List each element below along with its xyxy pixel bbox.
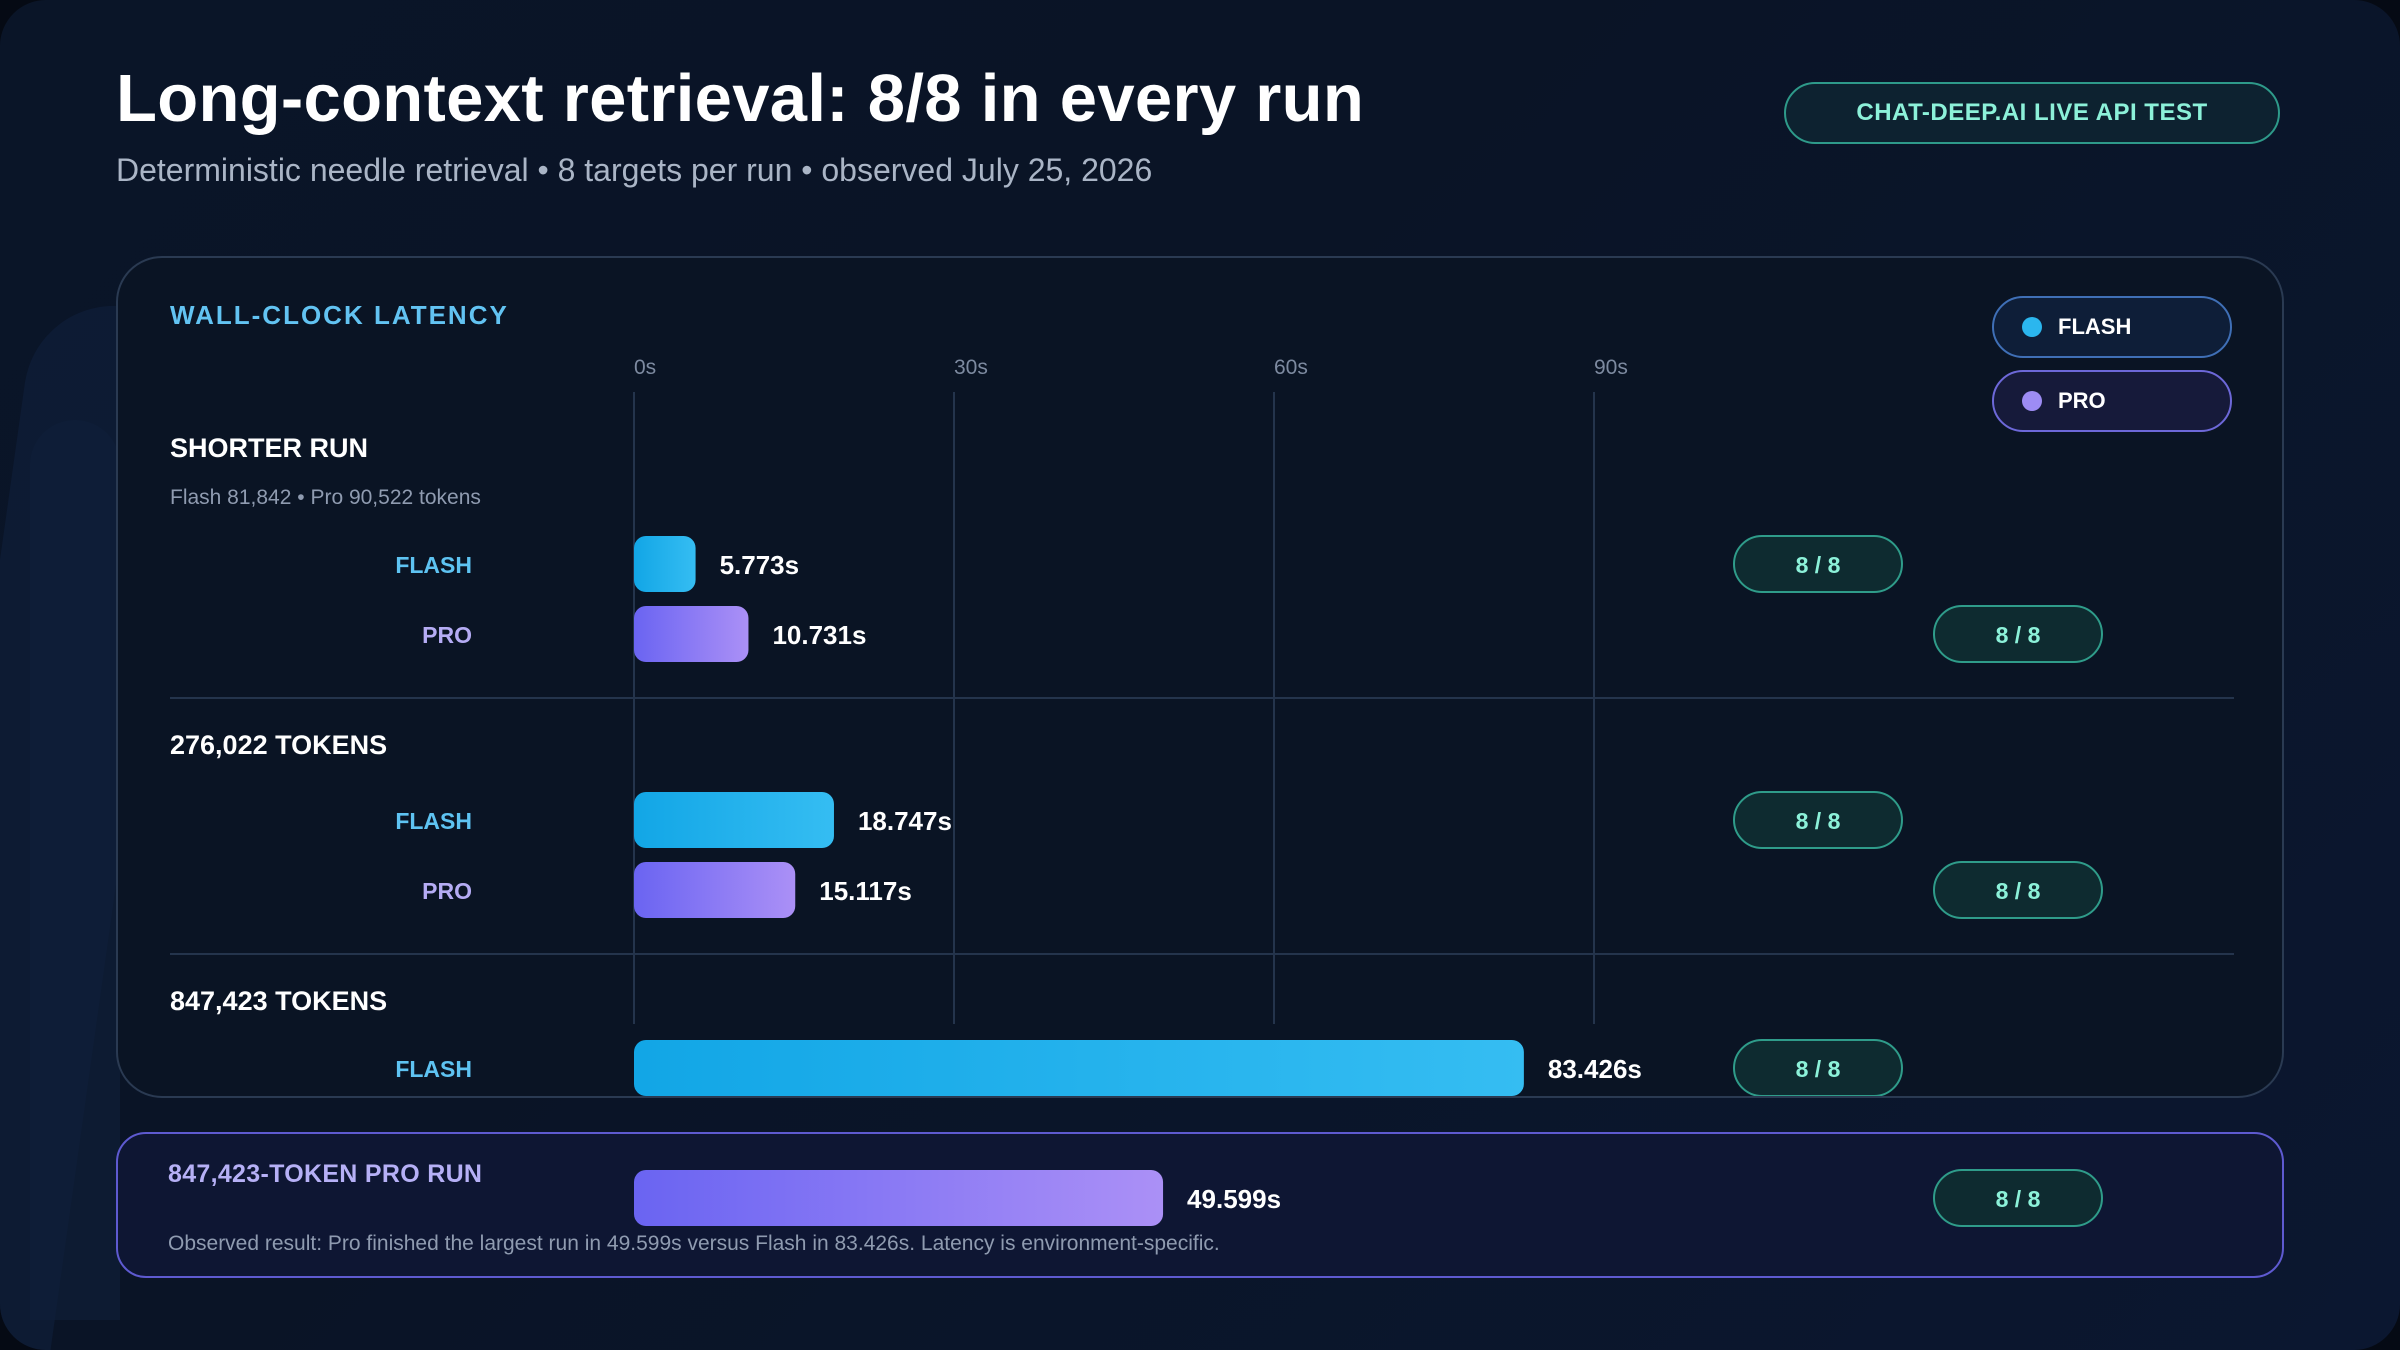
latency-panel: 0s 30s 60s 90s SHORTER RUN Flash 81,842 • Pro… <box>116 256 2284 1098</box>
page-subtitle: Deterministic needle retrieval • 8 targe… <box>116 152 1153 188</box>
flash-bar <box>634 1040 1524 1096</box>
section-label: WALL-CLOCK LATENCY <box>170 300 509 330</box>
score-pill <box>1933 861 2103 919</box>
bar-value-label: 18.747s <box>858 806 952 836</box>
bar-series-label: PRO <box>422 878 472 904</box>
score-pill <box>1933 605 2103 663</box>
x-tick-label: 60s <box>1274 356 1308 379</box>
group-label: 276,022 TOKENS <box>170 730 387 760</box>
legend-flash-label: FLASH <box>2058 314 2132 339</box>
bar-value-label: 83.426s <box>1548 1054 1642 1084</box>
bar-value-label: 49.599s <box>1187 1184 1281 1214</box>
summary-panel: 49.599s 8 / 8 847,423-TOKEN PRO RUN Obser… <box>116 1132 2284 1278</box>
x-tick-label: 30s <box>954 356 988 379</box>
summary-chart: 49.599s 8 / 8 <box>634 1169 2103 1227</box>
score-pill-label: 8 / 8 <box>1796 808 1841 834</box>
pro-bar <box>634 1170 1164 1226</box>
background-silhouette-inner <box>30 420 120 1320</box>
summary-title: 847,423-TOKEN PRO RUN <box>168 1160 483 1188</box>
pro-bar <box>634 862 796 918</box>
flash-dot-icon <box>2022 317 2042 337</box>
pro-dot-icon <box>2022 391 2042 411</box>
flash-bar <box>634 536 696 592</box>
bar-series-label: FLASH <box>395 1056 472 1082</box>
x-tick-label: 0s <box>634 356 656 379</box>
bar-value-label: 5.773s <box>720 550 800 580</box>
group-sublabel: Flash 81,842 • Pro 90,522 tokens <box>170 486 481 509</box>
bar-series-label: FLASH <box>395 552 472 578</box>
score-pill-label: 8 / 8 <box>1996 1186 2041 1212</box>
summary-note: Observed result: Pro finished the larges… <box>168 1232 1220 1255</box>
score-pill-label: 8 / 8 <box>1996 622 2041 648</box>
score-pill <box>1733 1039 1903 1096</box>
score-pill-label: 8 / 8 <box>1996 878 2041 904</box>
score-pill <box>1733 791 1903 849</box>
legend-flash[interactable]: FLASH <box>1992 296 2232 358</box>
latency-chart: 0s 30s 60s 90s SHORTER RUN Flash 81,842 • Pro… <box>170 356 2234 1096</box>
score-pill-label: 8 / 8 <box>1796 552 1841 578</box>
bar-value-label: 15.117s <box>819 876 912 906</box>
bar-series-label: FLASH <box>395 808 472 834</box>
live-api-test-badge: CHAT-DEEP.AI LIVE API TEST <box>1784 82 2280 144</box>
pro-bar <box>634 606 749 662</box>
x-tick-label: 90s <box>1594 356 1628 379</box>
bar-value-label: 10.731s <box>772 620 866 650</box>
score-pill-label: 8 / 8 <box>1796 1056 1841 1082</box>
page-title: Long-context retrieval: 8/8 in every run <box>116 61 1365 136</box>
score-pill <box>1933 1169 2103 1227</box>
score-pill <box>1733 535 1903 593</box>
legend-pro-label: PRO <box>2058 388 2106 413</box>
group-label: SHORTER RUN <box>170 433 368 463</box>
legend-pro[interactable]: PRO <box>1992 370 2232 432</box>
bar-series-label: PRO <box>422 622 472 648</box>
group-label: 847,423 TOKENS <box>170 986 387 1016</box>
flash-bar <box>634 792 834 848</box>
